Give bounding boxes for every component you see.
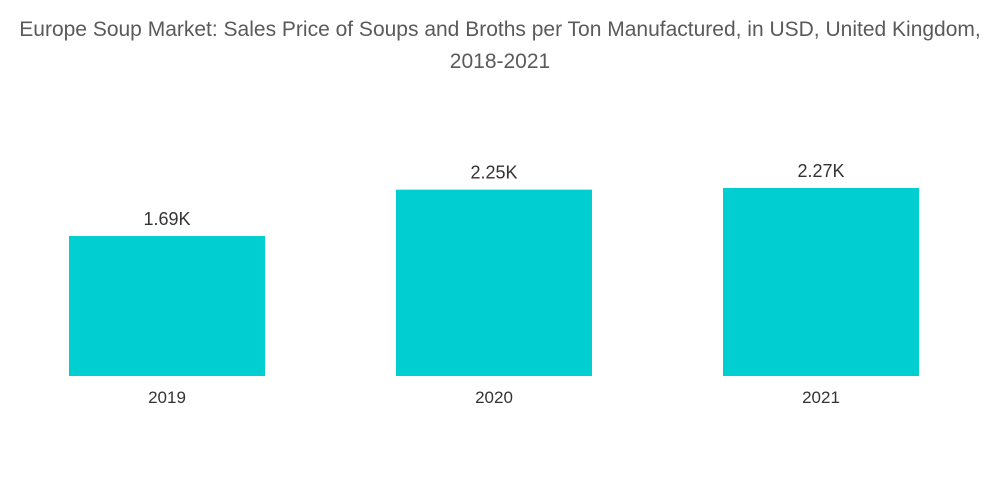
bar-2021	[723, 188, 919, 376]
x-tick-label-2019: 2019	[148, 388, 186, 407]
data-label-2020: 2.25K	[470, 163, 517, 183]
bar-2020	[396, 189, 592, 376]
x-tick-label-2021: 2021	[802, 388, 840, 407]
bar-2019	[69, 236, 265, 376]
data-label-2019: 1.69K	[143, 209, 190, 229]
data-label-2021: 2.27K	[797, 161, 844, 181]
x-tick-label-2020: 2020	[475, 388, 513, 407]
chart-title: Europe Soup Market: Sales Price of Soups…	[19, 18, 981, 73]
